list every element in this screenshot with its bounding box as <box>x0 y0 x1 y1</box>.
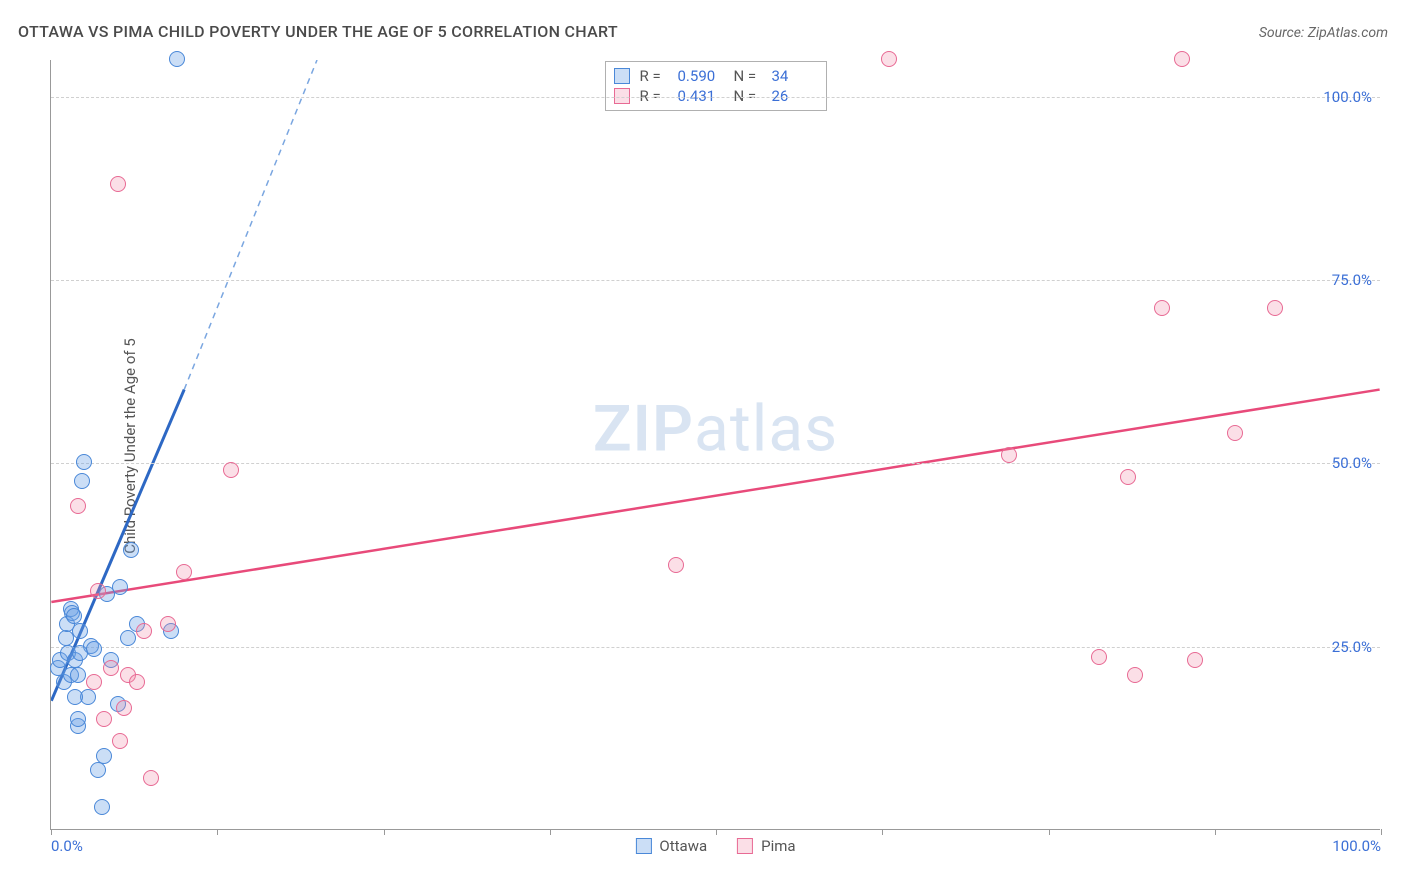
data-point-pima <box>143 770 159 786</box>
swatch-ottawa <box>614 68 630 84</box>
chart-title: OTTAWA VS PIMA CHILD POVERTY UNDER THE A… <box>18 22 618 41</box>
data-point-pima <box>1174 51 1190 67</box>
data-point-ottawa <box>72 623 88 639</box>
stats-row-ottawa: R = 0.590 N = 34 <box>614 66 818 86</box>
gridline <box>51 97 1380 98</box>
data-point-pima <box>1267 300 1283 316</box>
data-point-ottawa <box>123 542 139 558</box>
data-point-pima <box>1154 300 1170 316</box>
y-tick-label: 100.0% <box>1323 88 1372 106</box>
series-legend: Ottawa Pima <box>635 837 795 855</box>
n-label: N = <box>734 67 762 85</box>
data-point-ottawa <box>169 51 185 67</box>
x-tick-label: 100.0% <box>1332 837 1381 855</box>
data-point-pima <box>112 733 128 749</box>
r-label: R = <box>640 67 668 85</box>
data-point-pima <box>176 564 192 580</box>
data-point-pima <box>136 623 152 639</box>
legend-label-ottawa: Ottawa <box>659 837 707 855</box>
source-attribution: Source: ZipAtlas.com <box>1259 25 1388 41</box>
data-point-pima <box>1187 652 1203 668</box>
data-point-ottawa <box>90 762 106 778</box>
scatter-plot: ZIPatlas R = 0.590 N = 34 R = 0.431 N = … <box>50 60 1380 830</box>
legend-item-ottawa: Ottawa <box>635 837 707 855</box>
data-point-ottawa <box>94 799 110 815</box>
x-tick-mark <box>716 829 717 835</box>
data-point-ottawa <box>76 454 92 470</box>
data-point-pima <box>116 700 132 716</box>
data-point-pima <box>103 660 119 676</box>
y-tick-label: 50.0% <box>1332 454 1372 472</box>
ottawa-r-value: 0.590 <box>678 67 724 85</box>
legend-label-pima: Pima <box>761 837 795 855</box>
trend-lines <box>51 60 1380 829</box>
watermark: ZIPatlas <box>593 392 838 467</box>
data-point-pima <box>668 557 684 573</box>
data-point-pima <box>1001 447 1017 463</box>
x-tick-mark <box>1049 829 1050 835</box>
data-point-pima <box>1127 667 1143 683</box>
x-tick-mark <box>1381 829 1382 835</box>
data-point-pima <box>70 498 86 514</box>
x-tick-mark <box>550 829 551 835</box>
data-point-ottawa <box>74 473 90 489</box>
data-point-ottawa <box>67 689 83 705</box>
legend-item-pima: Pima <box>737 837 795 855</box>
x-tick-mark <box>882 829 883 835</box>
x-tick-mark <box>51 829 52 835</box>
swatch-ottawa <box>635 838 651 854</box>
x-tick-mark <box>1215 829 1216 835</box>
gridline <box>51 647 1380 648</box>
gridline <box>51 280 1380 281</box>
data-point-pima <box>223 462 239 478</box>
data-point-ottawa <box>70 711 86 727</box>
y-tick-label: 75.0% <box>1332 271 1372 289</box>
data-point-ottawa <box>96 748 112 764</box>
data-point-pima <box>881 51 897 67</box>
data-point-pima <box>160 616 176 632</box>
data-point-pima <box>1227 425 1243 441</box>
x-tick-label: 0.0% <box>51 837 83 855</box>
x-tick-mark <box>217 829 218 835</box>
swatch-pima <box>737 838 753 854</box>
y-tick-label: 25.0% <box>1332 638 1372 656</box>
data-point-ottawa <box>70 667 86 683</box>
gridline <box>51 463 1380 464</box>
data-point-pima <box>96 711 112 727</box>
data-point-pima <box>110 176 126 192</box>
data-point-ottawa <box>112 579 128 595</box>
ottawa-n-value: 34 <box>772 67 818 85</box>
data-point-ottawa <box>58 630 74 646</box>
x-tick-mark <box>384 829 385 835</box>
data-point-ottawa <box>66 608 82 624</box>
data-point-pima <box>1120 469 1136 485</box>
data-point-ottawa <box>120 630 136 646</box>
data-point-pima <box>1091 649 1107 665</box>
stats-legend: R = 0.590 N = 34 R = 0.431 N = 26 <box>605 61 827 111</box>
data-point-pima <box>90 583 106 599</box>
data-point-ottawa <box>72 645 88 661</box>
data-point-pima <box>86 674 102 690</box>
data-point-pima <box>129 674 145 690</box>
